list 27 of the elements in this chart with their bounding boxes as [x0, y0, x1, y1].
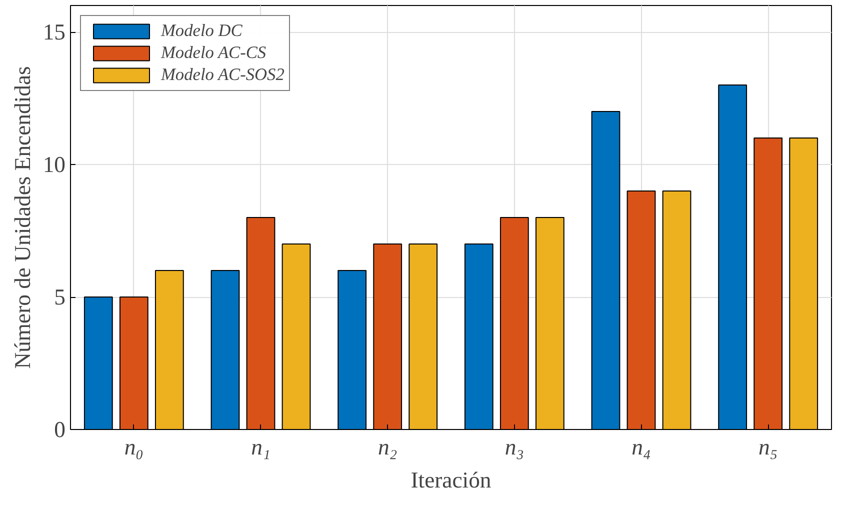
y-tick-label: 5: [54, 284, 66, 310]
x-tick-label: n₁: [251, 434, 270, 460]
bar: [154, 270, 184, 430]
legend-label: Modelo AC-SOS2: [161, 65, 284, 85]
y-axis-title: Número de Unidades Encendidas: [10, 66, 35, 369]
x-tick-label: n₅: [758, 434, 778, 460]
y-tick-label: 10: [42, 152, 66, 177]
bar: [591, 111, 620, 430]
bar: [210, 270, 240, 430]
bar: [84, 296, 113, 430]
bar: [718, 84, 748, 430]
bar: [789, 138, 818, 430]
y-tick-label: 0: [54, 417, 66, 442]
bar: [662, 190, 692, 430]
bar: [408, 244, 438, 430]
y-tick-label: 15: [42, 20, 66, 44]
bar: [464, 244, 494, 430]
legend-label: Modelo AC-CS: [161, 43, 266, 63]
x-axis-title: Iteración: [410, 468, 492, 492]
bar: [338, 270, 367, 430]
x-tick-label: n₂: [378, 434, 398, 460]
bar: [282, 244, 311, 430]
bar: [535, 217, 564, 430]
x-tick-label: n₃: [504, 434, 524, 460]
x-tick-label: n₀: [124, 434, 144, 460]
x-tick-label: n₄: [632, 434, 651, 460]
legend-label: Modelo DC: [161, 21, 242, 41]
